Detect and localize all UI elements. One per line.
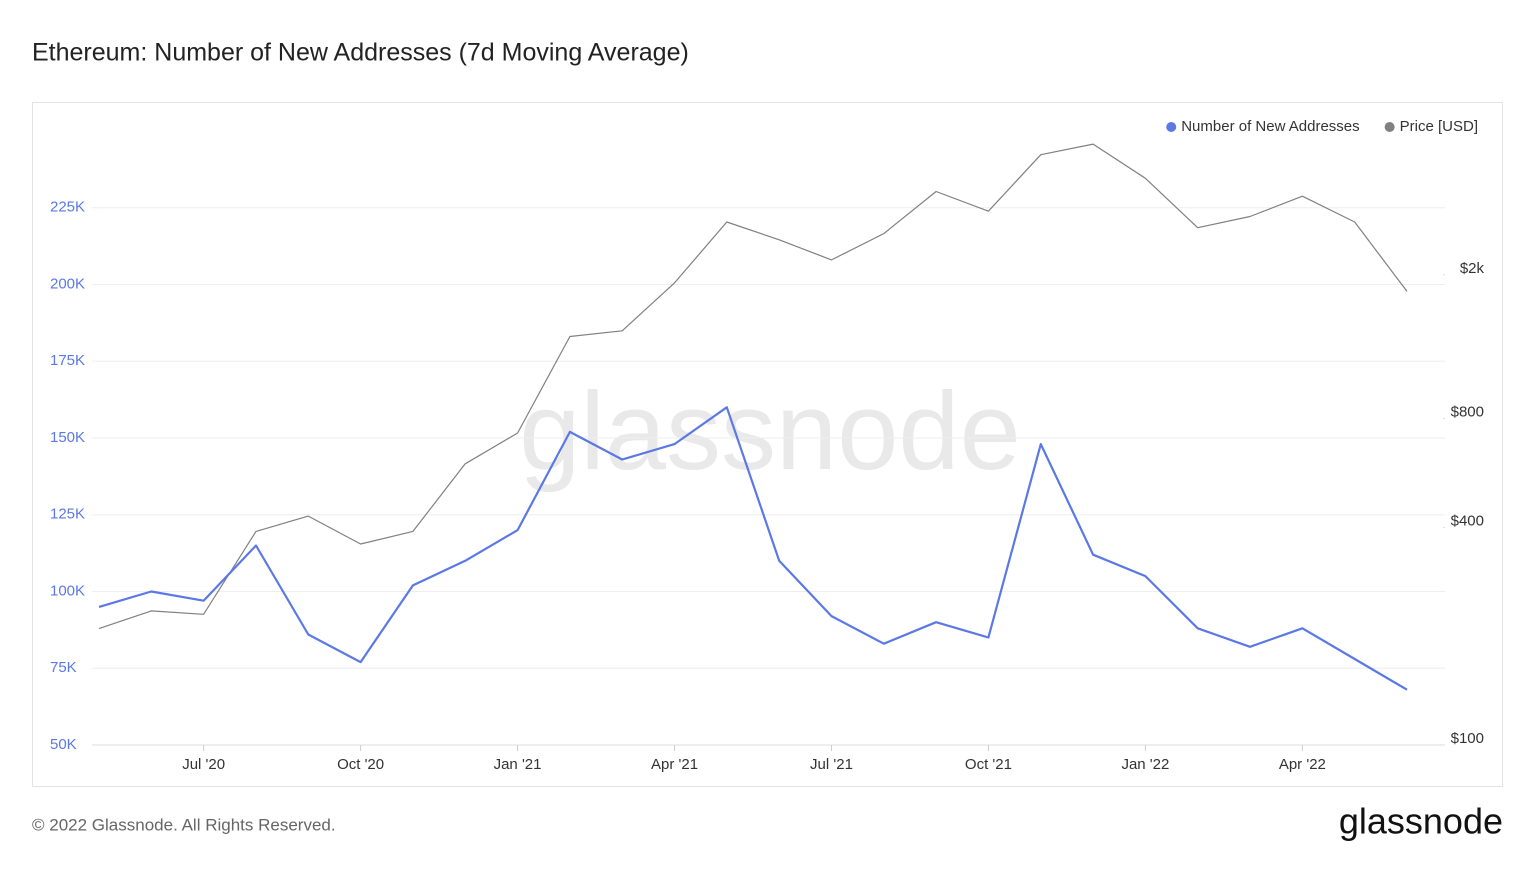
x-tick-label: Jan '21 bbox=[494, 756, 542, 773]
y-tick-label: 175K bbox=[50, 352, 85, 369]
y-tick-label: 200K bbox=[50, 275, 85, 292]
legend-marker bbox=[1166, 122, 1177, 132]
series-line bbox=[98, 406, 1408, 691]
y-tick-label: 225K bbox=[50, 199, 85, 216]
x-tick-label: Apr '22 bbox=[1279, 756, 1326, 773]
x-tick-label: Oct '21 bbox=[965, 756, 1012, 773]
watermark: glassnode bbox=[519, 370, 1021, 493]
footer: © 2022 Glassnode. All Rights Reserved. bbox=[32, 815, 336, 834]
legend-marker bbox=[1384, 122, 1395, 132]
x-tick-label: Jul '20 bbox=[182, 756, 225, 773]
series-line bbox=[98, 143, 1408, 630]
x-tick-label: Jul '21 bbox=[810, 756, 853, 773]
y-tick-label: 100K bbox=[50, 582, 85, 599]
chart-title: Ethereum: Number of New Addresses (7d Mo… bbox=[32, 39, 689, 67]
x-tick-label: Apr '21 bbox=[651, 756, 698, 773]
y-tick-label: 150K bbox=[50, 429, 85, 446]
y-tick-label: 50K bbox=[50, 736, 77, 753]
brand-logo: glassnode bbox=[1339, 801, 1503, 842]
y2-tick-label: $400 bbox=[1451, 512, 1484, 529]
y2-tick-label: $100 bbox=[1451, 730, 1484, 747]
y2-tick-label: $2k bbox=[1460, 260, 1485, 277]
y2-tick-label: $800 bbox=[1451, 404, 1484, 421]
x-tick-label: Oct '20 bbox=[337, 756, 384, 773]
y-tick-label: 125K bbox=[50, 506, 85, 523]
legend-label: Price [USD] bbox=[1400, 118, 1478, 135]
x-tick-label: Jan '22 bbox=[1121, 756, 1169, 773]
legend-label: Number of New Addresses bbox=[1181, 118, 1359, 135]
y-tick-label: 75K bbox=[50, 659, 77, 676]
plot-frame bbox=[32, 102, 1503, 787]
